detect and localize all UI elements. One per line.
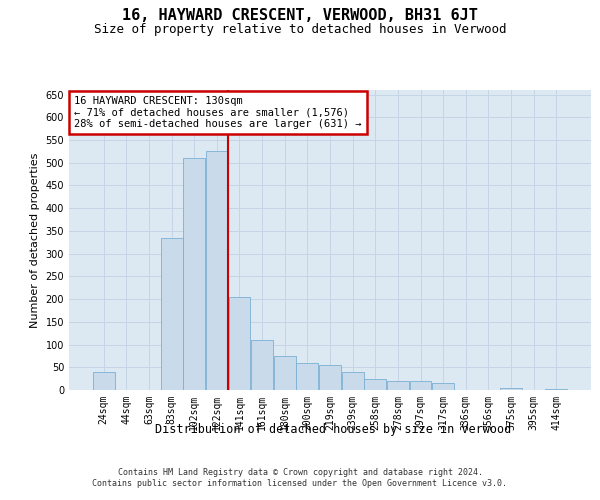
Bar [545,389,567,390]
Bar [229,297,250,390]
Y-axis label: Number of detached properties: Number of detached properties [30,152,40,328]
Bar [296,362,319,390]
Bar [364,378,386,390]
Text: 16, HAYWARD CRESCENT, VERWOOD, BH31 6JT: 16, HAYWARD CRESCENT, VERWOOD, BH31 6JT [122,8,478,22]
Bar [161,238,182,390]
Bar [387,381,409,390]
Text: Size of property relative to detached houses in Verwood: Size of property relative to detached ho… [94,22,506,36]
Bar [183,158,205,390]
Bar [319,365,341,390]
Bar [206,152,228,390]
Text: Distribution of detached houses by size in Verwood: Distribution of detached houses by size … [155,422,511,436]
Bar [93,372,115,390]
Bar [500,388,522,390]
Bar [410,381,431,390]
Bar [432,383,454,390]
Text: 16 HAYWARD CRESCENT: 130sqm
← 71% of detached houses are smaller (1,576)
28% of : 16 HAYWARD CRESCENT: 130sqm ← 71% of det… [74,96,362,129]
Bar [341,372,364,390]
Bar [251,340,273,390]
Bar [274,356,296,390]
Text: Contains HM Land Registry data © Crown copyright and database right 2024.
Contai: Contains HM Land Registry data © Crown c… [92,468,508,487]
